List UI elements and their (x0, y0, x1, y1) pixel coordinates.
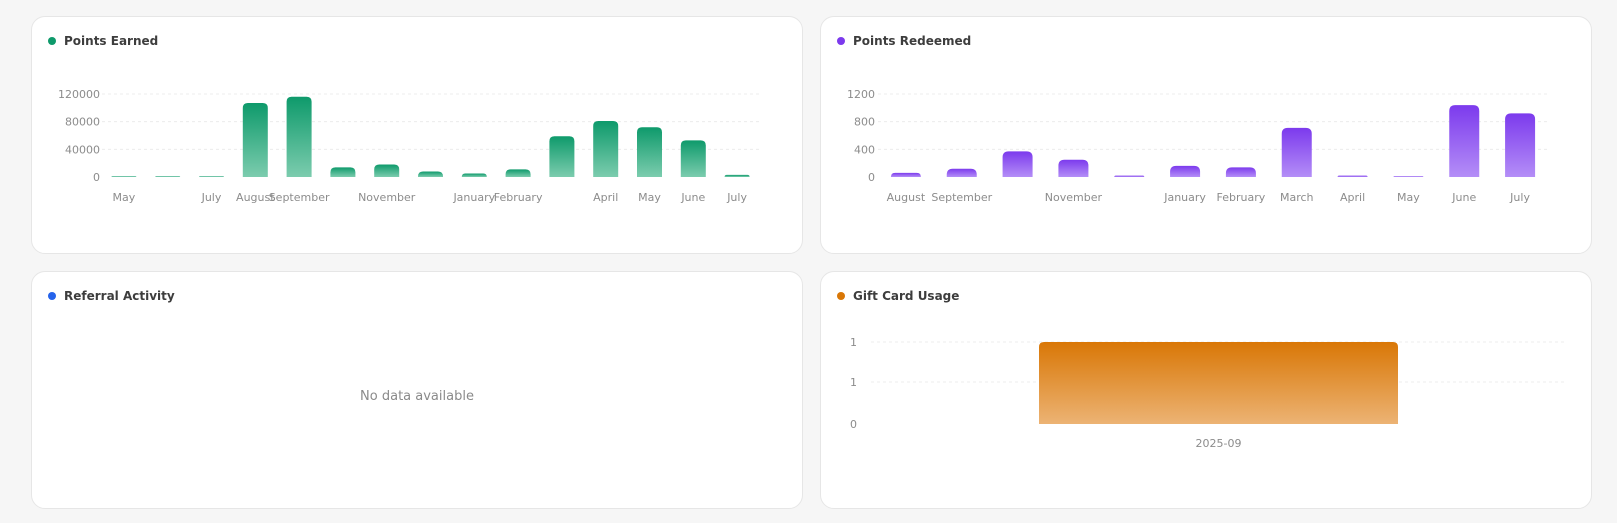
bar[interactable] (724, 174, 750, 177)
gift-card-usage-dot-icon (837, 292, 845, 300)
no-data-message: No data available (360, 389, 474, 404)
x-tick-label: September (931, 191, 992, 204)
x-tick-label: April (593, 191, 618, 204)
points-redeemed-card: Points Redeemed 0 400 800 1200 August Septemb… (820, 16, 1592, 254)
x-tick-label: June (1451, 191, 1476, 204)
y-tick-label: 80000 (65, 116, 100, 129)
y-tick-label: 1200 (847, 88, 875, 101)
points-redeemed-dot-icon (837, 37, 845, 45)
points-earned-card: Points Earned 0 40000 80000 120000 May July Au… (31, 16, 803, 254)
bar[interactable] (155, 176, 181, 177)
x-tick-label: February (1217, 191, 1266, 204)
x-tick-label: November (1045, 191, 1103, 204)
x-tick-label: June (680, 191, 705, 204)
y-tick-label: 40000 (65, 143, 100, 156)
bar[interactable] (1170, 165, 1201, 177)
points-redeemed-chart: 0 400 800 1200 August September November Januar… (847, 88, 1548, 204)
x-tick-label: May (113, 191, 136, 204)
bar[interactable] (199, 176, 224, 177)
gift-card-usage-chart: 0 1 1 2025-09 (850, 336, 1566, 450)
bar[interactable] (1002, 151, 1033, 177)
y-tick-label: 1 (850, 376, 857, 389)
bar[interactable] (1281, 127, 1312, 177)
x-tick-label: May (638, 191, 661, 204)
bar[interactable] (1449, 105, 1480, 177)
x-tick-label: January (1163, 191, 1206, 204)
referral-activity-card: Referral Activity No data available (31, 271, 803, 509)
x-tick-label: August (887, 191, 926, 204)
bar[interactable] (330, 167, 356, 177)
points-redeemed-title-text: Points Redeemed (853, 34, 972, 48)
bar[interactable] (374, 164, 400, 177)
referral-activity-title: Referral Activity (48, 289, 175, 303)
x-tick-label: July (1509, 191, 1530, 204)
bar[interactable] (242, 102, 268, 177)
y-tick-label: 0 (93, 171, 100, 184)
x-tick-label: July (201, 191, 222, 204)
x-tick-label: March (1280, 191, 1314, 204)
gift-card-usage-card: Gift Card Usage 0 1 1 2025-09 (820, 271, 1592, 509)
referral-activity-title-text: Referral Activity (64, 289, 175, 303)
gift-card-usage-title: Gift Card Usage (837, 289, 959, 303)
bar[interactable] (549, 136, 575, 177)
points-earned-title-text: Points Earned (64, 34, 159, 48)
bar[interactable] (890, 172, 921, 177)
x-tick-label: 2025-09 (1196, 437, 1242, 450)
bar[interactable] (1039, 342, 1398, 424)
bar[interactable] (946, 168, 977, 177)
referral-activity-dot-icon (48, 292, 56, 300)
y-tick-label: 0 (850, 418, 857, 431)
bar[interactable] (1505, 113, 1536, 177)
x-tick-label: February (494, 191, 543, 204)
y-tick-label: 0 (868, 171, 875, 184)
points-earned-dot-icon (48, 37, 56, 45)
points-earned-title: Points Earned (48, 34, 158, 48)
points-redeemed-title: Points Redeemed (837, 34, 971, 48)
x-tick-label: September (269, 191, 330, 204)
bar[interactable] (1114, 175, 1145, 177)
x-tick-label: November (358, 191, 416, 204)
y-tick-label: 800 (854, 116, 875, 129)
bar[interactable] (637, 127, 662, 177)
x-tick-label: August (236, 191, 275, 204)
y-tick-label: 400 (854, 143, 875, 156)
bar[interactable] (286, 96, 312, 177)
bar[interactable] (461, 173, 487, 177)
x-tick-label: May (1397, 191, 1420, 204)
bar[interactable] (111, 176, 137, 177)
bar[interactable] (1337, 175, 1368, 177)
bar[interactable] (1225, 167, 1256, 177)
x-tick-label: April (1340, 191, 1365, 204)
x-tick-label: January (452, 191, 495, 204)
y-tick-label: 1 (850, 336, 857, 349)
y-tick-label: 120000 (58, 88, 100, 101)
bar[interactable] (593, 120, 619, 177)
bar[interactable] (505, 169, 531, 177)
bar[interactable] (1393, 176, 1424, 177)
bar[interactable] (680, 140, 706, 177)
bar[interactable] (1058, 159, 1089, 177)
bar[interactable] (418, 171, 443, 177)
x-tick-label: July (726, 191, 747, 204)
gift-card-usage-title-text: Gift Card Usage (853, 289, 960, 303)
